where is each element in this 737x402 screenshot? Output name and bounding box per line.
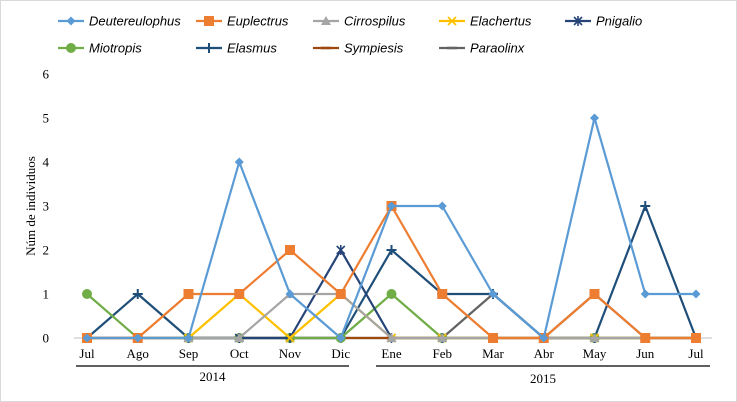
legend: Deutereulophus Euplectrus Cirrospilus Elach… — [58, 14, 642, 56]
data-point — [285, 333, 295, 343]
legend-marker — [573, 16, 583, 26]
series-line — [86, 292, 696, 340]
legend-item: Paraolinx — [439, 41, 525, 56]
data-point — [184, 333, 193, 343]
data-point — [336, 333, 346, 343]
series-line — [86, 204, 698, 340]
data-point — [590, 113, 599, 123]
series-elasmus — [82, 201, 701, 343]
series-line — [87, 292, 696, 340]
data-point — [589, 289, 600, 299]
legend-label: Miotropis — [89, 41, 142, 56]
x-tick-label: Mar — [482, 346, 504, 361]
data-point — [133, 333, 143, 343]
legend-item: Euplectrus — [196, 14, 289, 29]
x-tick-label: Feb — [433, 346, 453, 361]
x-tick-label: Jul — [79, 346, 95, 361]
data-point — [82, 333, 92, 343]
x-tick-label: Ene — [381, 346, 401, 361]
y-tick-label: 2 — [43, 243, 50, 258]
legend-item: Cirrospilus — [313, 14, 406, 29]
data-point — [640, 333, 651, 343]
legend-marker — [321, 16, 331, 25]
legend-label: Sympiesis — [344, 41, 404, 56]
y-tick-label: 3 — [43, 199, 50, 214]
legend-label: Paraolinx — [470, 41, 525, 56]
x-tick-label: Sep — [179, 346, 199, 361]
data-point — [285, 289, 295, 299]
data-point — [386, 245, 397, 255]
data-point — [132, 289, 143, 299]
legend-item: Sympiesis — [313, 41, 404, 56]
legend-marker — [204, 16, 214, 26]
series-line — [87, 116, 696, 340]
x-tick-label: Jul — [688, 346, 704, 361]
x-tick-label: Dic — [331, 346, 350, 361]
data-point — [285, 245, 295, 255]
data-point — [387, 201, 396, 211]
x-tick-label: Oct — [230, 346, 249, 361]
legend-marker — [66, 16, 76, 26]
x-tick-label: Jun — [636, 346, 655, 361]
x-tick-label: Abr — [534, 346, 555, 361]
data-point — [234, 289, 245, 299]
data-point — [437, 201, 447, 211]
x-tick-label: Ago — [127, 346, 149, 361]
year-group-label: 2015 — [530, 371, 556, 386]
data-point — [82, 289, 92, 299]
y-tick-label: 4 — [43, 155, 50, 170]
series-line — [87, 204, 696, 340]
legend-label: Cirrospilus — [344, 14, 406, 29]
y-tick-label: 5 — [43, 111, 50, 126]
data-point — [488, 333, 498, 343]
y-axis-title: Núm de individuos — [23, 156, 38, 256]
data-point — [335, 289, 346, 299]
data-point — [691, 333, 701, 343]
y-tick-label: 0 — [43, 331, 50, 346]
y-tick-label: 1 — [43, 287, 50, 302]
series-deutereulophus — [82, 113, 701, 343]
legend-item: Elasmus — [196, 41, 277, 56]
legend-item: Deutereulophus — [58, 14, 181, 29]
legend-item: Pnigalio — [565, 14, 642, 29]
data-point — [386, 333, 397, 342]
series-line — [87, 292, 696, 340]
series-euplectrus — [82, 201, 701, 343]
data-point — [336, 245, 346, 255]
legend-label: Deutereulophus — [89, 14, 181, 29]
legend-marker — [66, 43, 76, 53]
data-point — [234, 333, 245, 342]
legend-item: Miotropis — [58, 41, 142, 56]
legend-marker — [447, 16, 457, 26]
data-point — [386, 289, 397, 299]
data-point — [437, 289, 448, 299]
data-point — [539, 333, 549, 343]
data-point — [437, 333, 448, 342]
x-tick-label: Nov — [279, 346, 302, 361]
data-point — [183, 289, 194, 299]
legend-item: Elachertus — [439, 14, 532, 29]
y-tick-label: 6 — [43, 67, 50, 82]
year-group-label: 2014 — [200, 369, 227, 384]
data-point — [234, 157, 244, 167]
legend-label: Euplectrus — [227, 14, 289, 29]
data-point — [589, 333, 600, 342]
legend-label: Elachertus — [470, 14, 532, 29]
x-tick-label: May — [583, 346, 607, 361]
legend-label: Pnigalio — [596, 14, 642, 29]
series-line — [87, 292, 696, 340]
legend-marker — [204, 43, 214, 53]
data-point — [640, 201, 651, 211]
legend-label: Elasmus — [227, 41, 277, 56]
data-point — [488, 289, 498, 299]
data-point — [691, 289, 701, 299]
data-point — [640, 289, 650, 299]
